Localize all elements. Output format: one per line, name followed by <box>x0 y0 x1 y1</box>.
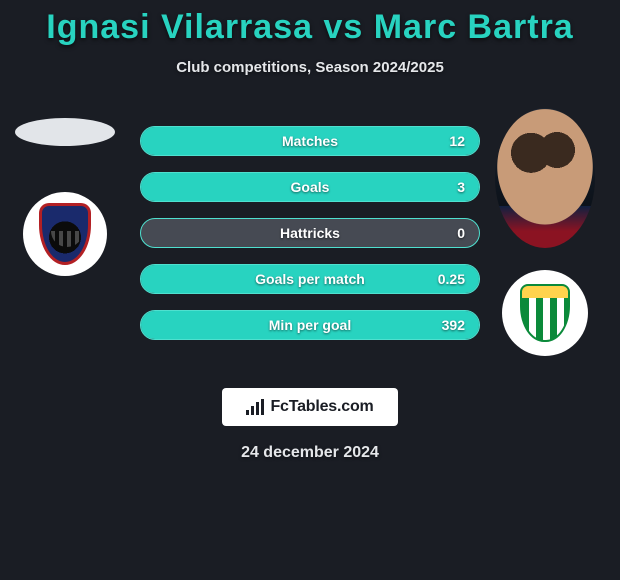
stat-fill-right <box>141 127 479 155</box>
logo-bars-icon <box>246 399 264 415</box>
page-title: Ignasi Vilarrasa vs Marc Bartra <box>0 0 620 47</box>
stat-row: Goals3 <box>140 172 480 202</box>
player-photo-left <box>15 118 115 146</box>
stat-fill-right <box>141 173 479 201</box>
player-photo-right <box>495 108 595 248</box>
title-player-right: Marc Bartra <box>374 8 574 46</box>
stat-row: Goals per match0.25 <box>140 264 480 294</box>
stat-fill-right <box>141 311 479 339</box>
right-player-column <box>490 118 600 356</box>
club-badge-left <box>23 192 107 276</box>
date: 24 december 2024 <box>0 444 620 462</box>
huesca-crest-icon <box>39 203 91 265</box>
logo-text: FcTables.com <box>270 398 373 416</box>
club-badge-right <box>502 270 588 356</box>
left-player-column <box>10 118 120 276</box>
stat-label: Hattricks <box>141 225 479 241</box>
stat-fill-right <box>141 265 479 293</box>
title-player-left: Ignasi Vilarrasa <box>46 8 313 46</box>
stat-value-right: 0 <box>457 225 465 241</box>
fctables-logo: FcTables.com <box>222 388 397 426</box>
title-vs: vs <box>313 8 374 46</box>
stat-row: Min per goal392 <box>140 310 480 340</box>
betis-crest-icon <box>520 284 570 342</box>
stat-row: Matches12 <box>140 126 480 156</box>
comparison-area: Matches12 Goals3 Hattricks0 Goals per match… <box>0 118 620 378</box>
footer: FcTables.com <box>0 388 620 426</box>
subtitle: Club competitions, Season 2024/2025 <box>0 59 620 76</box>
stat-row: Hattricks0 <box>140 218 480 248</box>
stats-table: Matches12 Goals3 Hattricks0 Goals per match… <box>140 126 480 356</box>
